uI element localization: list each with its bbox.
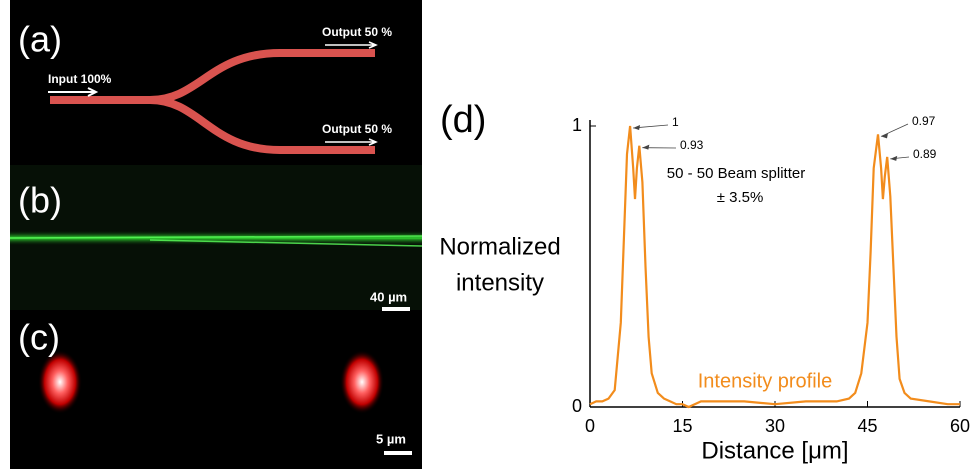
output-label: Output 50 %: [322, 122, 392, 136]
panel-label: (d): [440, 99, 486, 141]
x-tick-label: 15: [672, 416, 692, 436]
x-tick-label: 45: [857, 416, 877, 436]
data-label: 1: [672, 115, 679, 129]
output-label: Output 50 %: [322, 25, 392, 39]
data-label: 0.93: [680, 138, 704, 152]
output-spot: [340, 350, 384, 414]
y-axis-label: Normalized: [439, 233, 560, 260]
input-label: Input 100%: [48, 72, 112, 86]
annotation-arrow: [881, 124, 908, 136]
x-tick-label: 60: [950, 416, 970, 436]
annotation: ± 3.5%: [717, 189, 764, 206]
panel-label: (c): [18, 317, 60, 358]
series-label: Intensity profile: [698, 370, 833, 392]
scale-bar: [382, 307, 410, 311]
x-tick-label: 30: [765, 416, 785, 436]
panel-label: (b): [18, 180, 62, 221]
y-tick-label: 0: [572, 396, 582, 416]
output-spot: [38, 350, 82, 414]
data-label: 0.89: [913, 147, 937, 161]
scale-bar: [384, 451, 412, 455]
x-axis-label: Distance [μm]: [701, 437, 848, 464]
y-axis-label: intensity: [456, 269, 544, 296]
y-tick-label: 1: [572, 115, 582, 135]
arrow-head: [633, 125, 640, 130]
data-label: 0.97: [912, 114, 936, 128]
arrow-head: [642, 145, 649, 150]
annotation: 50 - 50 Beam splitter: [667, 165, 805, 182]
scale-label: 5 µm: [376, 431, 406, 446]
x-tick-label: 0: [585, 416, 595, 436]
scale-label: 40 µm: [370, 289, 407, 304]
panel-label: (a): [18, 19, 62, 60]
